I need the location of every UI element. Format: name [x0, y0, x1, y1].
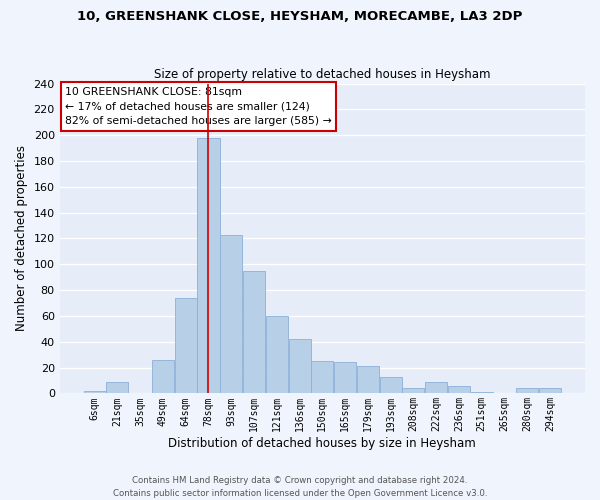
Bar: [197, 138, 220, 394]
Bar: [334, 362, 356, 394]
Bar: [516, 388, 538, 394]
Title: Size of property relative to detached houses in Heysham: Size of property relative to detached ho…: [154, 68, 491, 81]
Bar: [311, 361, 334, 394]
Bar: [266, 316, 288, 394]
Bar: [289, 339, 311, 394]
Y-axis label: Number of detached properties: Number of detached properties: [15, 146, 28, 332]
Bar: [357, 366, 379, 394]
Bar: [471, 392, 493, 394]
Bar: [175, 298, 197, 394]
Bar: [380, 376, 402, 394]
Text: Contains HM Land Registry data © Crown copyright and database right 2024.
Contai: Contains HM Land Registry data © Crown c…: [113, 476, 487, 498]
Bar: [106, 382, 128, 394]
X-axis label: Distribution of detached houses by size in Heysham: Distribution of detached houses by size …: [169, 437, 476, 450]
Text: 10, GREENSHANK CLOSE, HEYSHAM, MORECAMBE, LA3 2DP: 10, GREENSHANK CLOSE, HEYSHAM, MORECAMBE…: [77, 10, 523, 23]
Bar: [83, 391, 106, 394]
Text: 10 GREENSHANK CLOSE: 81sqm
← 17% of detached houses are smaller (124)
82% of sem: 10 GREENSHANK CLOSE: 81sqm ← 17% of deta…: [65, 86, 332, 126]
Bar: [243, 271, 265, 394]
Bar: [403, 388, 424, 394]
Bar: [220, 234, 242, 394]
Bar: [152, 360, 174, 394]
Bar: [539, 388, 561, 394]
Bar: [448, 386, 470, 394]
Bar: [425, 382, 447, 394]
